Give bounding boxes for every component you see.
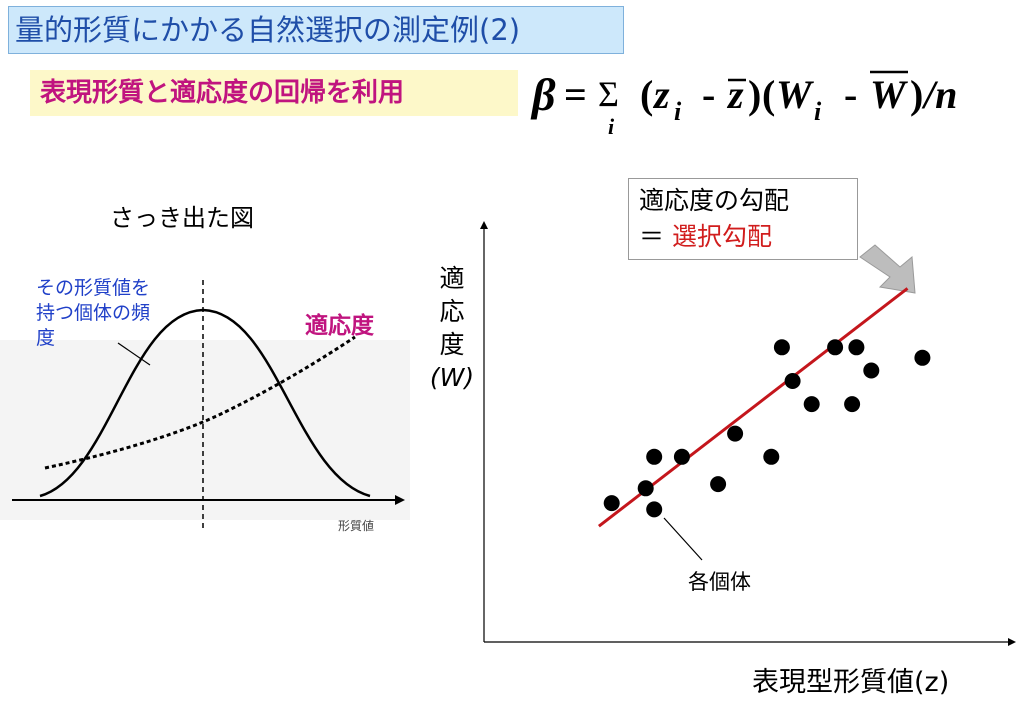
fitness-curve <box>44 335 356 470</box>
slide-subtitle: 表現形質と適応度の回帰を利用 <box>30 70 518 116</box>
individual-label: 各個体 <box>688 570 751 594</box>
data-point-11 <box>803 396 820 413</box>
formula-zbar: z <box>726 72 744 117</box>
frequency-curve <box>39 308 371 498</box>
slide-title: 量的形質にかかる自然選択の測定例(2) <box>8 6 624 54</box>
trait-value-axis-label: 形質値 <box>338 519 375 533</box>
formula-close-paren-2: ) <box>910 72 923 117</box>
formula-sum: Σ <box>598 74 619 114</box>
formula-divide-n: /n <box>921 72 957 117</box>
left-x-axis-arrow <box>395 495 405 505</box>
data-point-15 <box>863 362 880 379</box>
figure-scan-background <box>0 340 410 520</box>
data-point-13 <box>844 396 861 413</box>
data-point-8 <box>763 448 780 465</box>
individual-pointer <box>663 517 703 561</box>
data-point-14 <box>848 339 865 356</box>
formula-W: W <box>776 72 814 117</box>
formula-minus-2: - <box>844 72 857 117</box>
regression-scatter-plot <box>480 221 1016 646</box>
data-point-2 <box>646 501 663 518</box>
x-axis-label: 表現型形質値(z) <box>752 667 950 698</box>
left-figure-caption: さっき出た図 <box>110 204 254 232</box>
formula-minus-1: - <box>702 72 715 117</box>
x-axis-arrow <box>1008 638 1016 646</box>
regression-formula: β = Σ i ( z i - z ) ( W i - W ) /n <box>530 69 957 139</box>
y-axis-arrow <box>480 221 488 229</box>
data-point-7 <box>727 425 744 442</box>
y-axis-label: 適 応 度 (W) <box>429 264 475 392</box>
formula-W-sub: i <box>814 97 822 126</box>
formula-equals: = <box>564 72 587 117</box>
formula-open-paren-2: ( <box>762 72 775 117</box>
gradient-callout: 適応度の勾配 ＝ 選択勾配 <box>628 178 858 260</box>
formula-Wbar: W <box>870 72 908 117</box>
data-point-6 <box>710 476 727 493</box>
data-point-12 <box>827 339 844 356</box>
formula-beta: β <box>530 69 556 120</box>
callout-line2: ＝ 選択勾配 <box>639 222 772 251</box>
data-points <box>603 339 931 518</box>
callout-line1: 適応度の勾配 <box>639 186 790 215</box>
data-point-3 <box>637 480 654 497</box>
fitness-curve-label: 適応度 <box>305 313 374 339</box>
data-point-10 <box>784 373 801 389</box>
formula-close-paren-1: ) <box>748 72 761 117</box>
frequency-fitness-figure <box>0 280 410 532</box>
data-point-16 <box>914 349 931 366</box>
data-point-1 <box>603 495 620 512</box>
data-point-4 <box>646 448 663 465</box>
callout-arrow <box>859 244 916 294</box>
data-point-9 <box>773 339 790 356</box>
formula-z-sub: i <box>674 97 682 126</box>
frequency-curve-label: その形質値を 持つ個体の頻 度 <box>36 277 151 349</box>
curve-label-pointer <box>117 342 151 366</box>
formula-sum-index: i <box>608 114 615 139</box>
formula-z: z <box>652 72 670 117</box>
formula-open-paren-1: ( <box>640 72 653 117</box>
data-point-5 <box>673 448 690 465</box>
